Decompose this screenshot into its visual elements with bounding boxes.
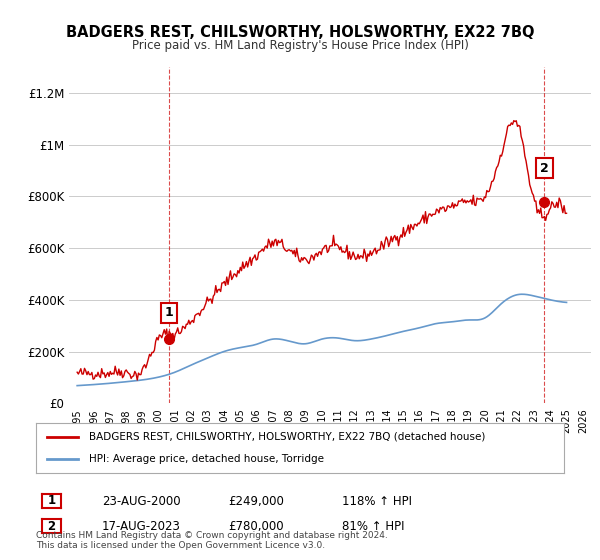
Text: £780,000: £780,000 (228, 520, 284, 533)
Text: 1: 1 (165, 306, 173, 320)
Text: BADGERS REST, CHILSWORTHY, HOLSWORTHY, EX22 7BQ: BADGERS REST, CHILSWORTHY, HOLSWORTHY, E… (66, 25, 534, 40)
Text: 2: 2 (540, 161, 549, 175)
Text: BADGERS REST, CHILSWORTHY, HOLSWORTHY, EX22 7BQ (detached house): BADGERS REST, CHILSWORTHY, HOLSWORTHY, E… (89, 432, 485, 442)
Text: 81% ↑ HPI: 81% ↑ HPI (342, 520, 404, 533)
Text: 2: 2 (47, 520, 56, 533)
Text: 1: 1 (47, 494, 56, 507)
Text: Contains HM Land Registry data © Crown copyright and database right 2024.
This d: Contains HM Land Registry data © Crown c… (36, 530, 388, 550)
Text: HPI: Average price, detached house, Torridge: HPI: Average price, detached house, Torr… (89, 454, 324, 464)
Text: £249,000: £249,000 (228, 494, 284, 508)
Text: 118% ↑ HPI: 118% ↑ HPI (342, 494, 412, 508)
Text: 23-AUG-2000: 23-AUG-2000 (102, 494, 181, 508)
Text: Price paid vs. HM Land Registry's House Price Index (HPI): Price paid vs. HM Land Registry's House … (131, 39, 469, 52)
Text: 17-AUG-2023: 17-AUG-2023 (102, 520, 181, 533)
